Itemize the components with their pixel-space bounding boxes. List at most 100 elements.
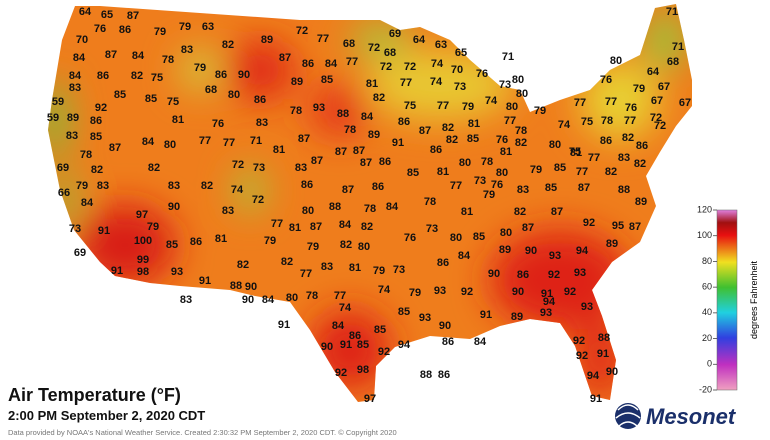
temperature-reading: 82 — [514, 206, 526, 218]
temperature-reading: 70 — [76, 34, 88, 46]
temperature-reading: 86 — [517, 269, 529, 281]
temperature-reading: 81 — [273, 144, 285, 156]
temperature-reading: 84 — [73, 52, 86, 64]
colorbar-label: degrees Fahrenheit — [749, 260, 759, 339]
temperature-reading: 89 — [368, 129, 380, 141]
temperature-reading: 82 — [222, 39, 234, 51]
temperature-reading: 71 — [250, 135, 262, 147]
temperature-reading: 77 — [450, 180, 462, 192]
temperature-reading: 75 — [404, 100, 416, 112]
temperature-reading: 76 — [496, 134, 508, 146]
temperature-reading: 68 — [667, 56, 679, 68]
colorbar-tick-label: -20 — [699, 384, 712, 394]
temperature-reading: 89 — [499, 244, 511, 256]
temperature-reading: 94 — [587, 370, 600, 382]
subtitle: 2:00 PM September 2, 2020 CDT — [8, 408, 205, 423]
temperature-reading: 88 — [329, 201, 341, 213]
temperature-reading: 82 — [373, 92, 385, 104]
temperature-reading: 93 — [581, 301, 593, 313]
temperature-reading: 80 — [516, 88, 528, 100]
temperature-reading: 80 — [496, 167, 508, 179]
temperature-reading: 77 — [437, 100, 449, 112]
temperature-reading: 87 — [522, 222, 534, 234]
temperature-reading: 81 — [349, 262, 361, 274]
temperature-reading: 85 — [321, 74, 333, 86]
temperature-reading: 76 — [625, 102, 637, 114]
temperature-reading: 91 — [111, 265, 123, 277]
temperature-reading: 79 — [462, 101, 474, 113]
colorbar-tick-label: 0 — [707, 359, 712, 369]
temperature-reading: 86 — [430, 144, 442, 156]
temperature-reading: 89 — [261, 34, 273, 46]
temperature-reading: 67 — [679, 97, 691, 109]
temperature-reading: 86 — [90, 115, 102, 127]
temperature-reading: 83 — [69, 82, 81, 94]
temperature-reading: 83 — [97, 180, 109, 192]
temperature-reading: 94 — [543, 296, 556, 308]
temperature-reading: 80 — [549, 139, 561, 151]
temperature-reading: 93 — [549, 250, 561, 262]
temperature-reading: 80 — [506, 101, 518, 113]
temperature-reading: 76 — [600, 74, 612, 86]
temperature-reading: 93 — [419, 312, 431, 324]
temperature-reading: 74 — [339, 302, 352, 314]
temperature-reading: 73 — [69, 223, 81, 235]
temperature-reading: 84 — [325, 58, 338, 70]
temperature-reading: 82 — [201, 180, 213, 192]
temperature-reading: 82 — [361, 221, 373, 233]
temperature-reading: 78 — [515, 125, 527, 137]
temperature-reading: 98 — [357, 364, 369, 376]
temperature-reading: 64 — [413, 34, 426, 46]
temperature-reading: 83 — [168, 180, 180, 192]
temperature-reading: 71 — [672, 41, 684, 53]
temperature-reading: 82 — [281, 256, 293, 268]
temperature-reading: 86 — [215, 69, 227, 81]
temperature-reading: 83 — [618, 152, 630, 164]
temperature-reading: 79 — [154, 26, 166, 38]
temperature-reading: 85 — [554, 162, 566, 174]
temperature-reading: 77 — [199, 135, 211, 147]
temperature-reading: 86 — [438, 369, 450, 381]
temperature-reading: 87 — [578, 182, 590, 194]
temperature-reading: 82 — [91, 164, 103, 176]
temperature-reading: 86 — [254, 94, 266, 106]
temperature-reading: 92 — [95, 102, 107, 114]
temperature-reading: 85 — [407, 167, 419, 179]
temperature-reading: 77 — [588, 152, 600, 164]
temperature-reading: 71 — [666, 6, 678, 18]
temperature-reading: 73 — [454, 81, 466, 93]
temperature-reading: 75 — [167, 96, 179, 108]
temperature-reading: 84 — [474, 336, 487, 348]
temperature-reading: 87 — [109, 142, 121, 154]
temperature-reading: 95 — [612, 220, 624, 232]
temperature-reading: 68 — [384, 47, 396, 59]
temperature-reading: 79 — [76, 180, 88, 192]
temperature-reading: 87 — [105, 49, 117, 61]
temperature-reading: 83 — [256, 117, 268, 129]
temperature-reading: 72 — [296, 25, 308, 37]
temperature-reading: 87 — [353, 145, 365, 157]
temperature-reading: 83 — [321, 261, 333, 273]
temperature-reading: 79 — [307, 241, 319, 253]
temperature-reading: 92 — [576, 350, 588, 362]
temperature-reading: 90 — [606, 366, 618, 378]
temperature-reading: 91 — [278, 319, 290, 331]
temperature-reading: 82 — [634, 158, 646, 170]
temperature-reading: 72 — [650, 112, 662, 124]
temperature-reading: 83 — [66, 130, 78, 142]
temperature-reading: 64 — [647, 66, 660, 78]
temperature-reading: 82 — [131, 70, 143, 82]
temperature-reading: 83 — [517, 184, 529, 196]
temperature-reading: 70 — [451, 64, 463, 76]
temperature-reading: 80 — [302, 205, 314, 217]
colorbar-tick-label: 80 — [702, 256, 712, 266]
temperature-reading: 76 — [476, 68, 488, 80]
temperature-reading: 87 — [311, 155, 323, 167]
temperature-reading: 81 — [468, 118, 480, 130]
temperature-reading: 84 — [339, 219, 352, 231]
temperature-reading: 72 — [368, 42, 380, 54]
temperature-reading: 81 — [461, 206, 473, 218]
temperature-reading: 91 — [480, 309, 492, 321]
temperature-reading: 91 — [199, 275, 211, 287]
